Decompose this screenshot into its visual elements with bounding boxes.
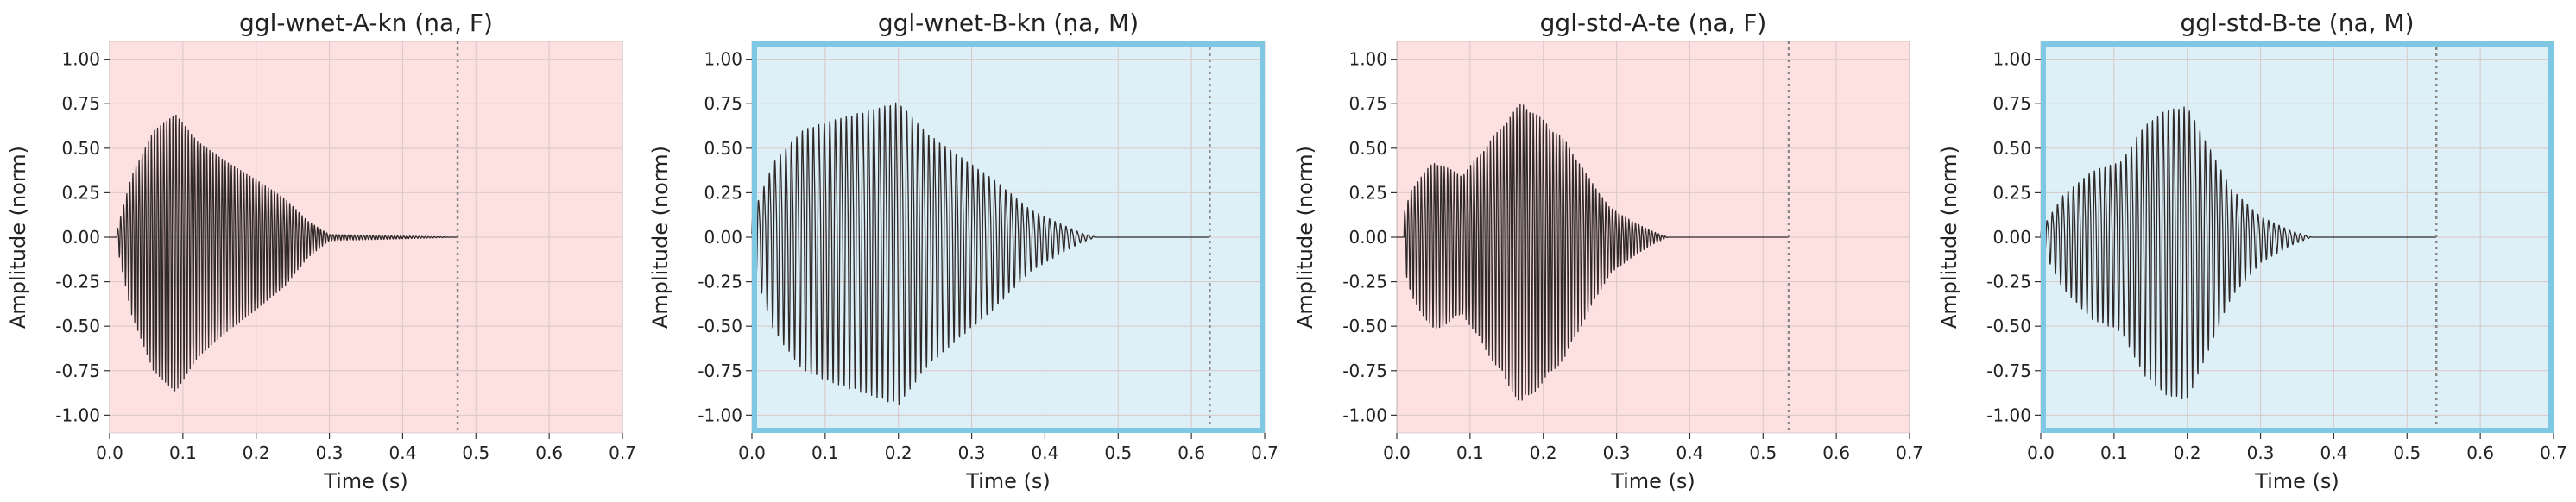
- x-tick-label: 0.7: [609, 442, 636, 463]
- x-tick-label: 0.5: [462, 442, 489, 463]
- x-axis-label: Time (s): [965, 469, 1051, 493]
- x-tick-label: 0.0: [96, 442, 123, 463]
- x-axis-label: Time (s): [323, 469, 408, 493]
- y-tick-label: -0.75: [1986, 361, 2031, 381]
- y-tick-label: 1.00: [704, 49, 742, 70]
- x-axis-label: Time (s): [1610, 469, 1695, 493]
- y-axis-label: Amplitude (norm): [648, 146, 672, 329]
- x-tick-label: 0.5: [1104, 442, 1132, 463]
- x-tick-label: 0.7: [2540, 442, 2567, 463]
- x-tick-label: 0.0: [738, 442, 766, 463]
- x-tick-label: 0.6: [2466, 442, 2494, 463]
- y-tick-label: -0.25: [1342, 272, 1387, 292]
- y-tick-label: 0.75: [1992, 93, 2031, 114]
- x-tick-label: 0.3: [2247, 442, 2275, 463]
- highlight-border: [752, 41, 1265, 433]
- y-tick-label: -1.00: [55, 405, 100, 425]
- waveform-line: [2040, 106, 2437, 400]
- y-axis-label: Amplitude (norm): [1937, 146, 1961, 329]
- chart-title: ggl-wnet-A-kn (ṇa, F): [239, 9, 493, 37]
- waveform-line: [1396, 103, 1790, 401]
- y-tick-label: -1.00: [1986, 405, 2031, 425]
- y-tick-label: 0.25: [61, 182, 100, 203]
- grid: [109, 41, 623, 433]
- x-tick-label: 0.3: [316, 442, 344, 463]
- chart-title: ggl-std-A-te (ṇa, F): [1540, 9, 1767, 37]
- y-tick-label: 0.75: [1348, 93, 1387, 114]
- y-axis-label: Amplitude (norm): [6, 146, 30, 329]
- x-tick-label: 0.2: [1530, 442, 1557, 463]
- x-tick-label: 0.1: [169, 442, 197, 463]
- y-tick-label: -0.75: [698, 361, 742, 381]
- y-tick-label: 0.00: [61, 227, 100, 248]
- y-tick-label: 0.75: [61, 93, 100, 114]
- y-tick-label: -0.75: [55, 361, 100, 381]
- x-tick-label: 0.6: [1178, 442, 1205, 463]
- x-tick-label: 0.3: [1603, 442, 1631, 463]
- y-tick-label: 0.25: [1348, 182, 1387, 203]
- y-tick-label: -0.25: [55, 272, 100, 292]
- x-tick-label: 0.6: [1822, 442, 1850, 463]
- subplot-3: 0.0 0.1 0.2 0.3 0.4 0.5 0.6 0.7 1.00 0.75 0.50 0.25…: [1293, 9, 1923, 493]
- x-tick-label: 0.0: [1383, 442, 1411, 463]
- y-tick-label: 0.00: [704, 227, 742, 248]
- x-tick-label: 0.2: [243, 442, 270, 463]
- y-tick-label: -0.50: [1986, 316, 2031, 336]
- y-tick-label: 0.00: [1992, 227, 2031, 248]
- y-tick-label: 1.00: [61, 49, 100, 70]
- x-tick-label: 0.4: [389, 442, 417, 463]
- waveform-line: [751, 102, 1210, 405]
- y-axis-label: Amplitude (norm): [1293, 146, 1317, 329]
- x-tick-label: 0.2: [2174, 442, 2201, 463]
- x-tick-label: 0.7: [1896, 442, 1923, 463]
- waveform-line: [109, 114, 458, 392]
- subplot-1: 0.0 0.1 0.2 0.3 0.4 0.5 0.6 0.7 1.00 0.75 0.50 0.25…: [6, 9, 636, 493]
- subplot-4: 0.0 0.1 0.2 0.3 0.4 0.5 0.6 0.7 1.00 0.75 0.50 0.25…: [1937, 9, 2567, 493]
- x-tick-label: 0.1: [1456, 442, 1484, 463]
- y-tick-label: -0.75: [1342, 361, 1387, 381]
- x-tick-label: 0.2: [885, 442, 912, 463]
- y-tick-label: 0.25: [1992, 182, 2031, 203]
- y-tick-label: -0.50: [1342, 316, 1387, 336]
- x-tick-label: 0.6: [535, 442, 563, 463]
- y-tick-label: 1.00: [1992, 49, 2031, 70]
- y-tick-label: -0.25: [698, 272, 742, 292]
- highlight-border: [2041, 41, 2554, 433]
- x-tick-label: 0.7: [1251, 442, 1279, 463]
- x-axis-label: Time (s): [2254, 469, 2339, 493]
- x-tick-label: 0.5: [1749, 442, 1777, 463]
- y-tick-label: 0.50: [704, 138, 742, 159]
- y-tick-label: -1.00: [1342, 405, 1387, 425]
- y-tick-label: 0.50: [1348, 138, 1387, 159]
- x-tick-label: 0.1: [2100, 442, 2128, 463]
- y-tick-label: 0.50: [61, 138, 100, 159]
- y-tick-label: 0.50: [1992, 138, 2031, 159]
- x-tick-label: 0.3: [958, 442, 986, 463]
- y-tick-label: -1.00: [698, 405, 742, 425]
- y-tick-label: -0.25: [1986, 272, 2031, 292]
- x-tick-label: 0.4: [2320, 442, 2348, 463]
- chart-title: ggl-wnet-B-kn (ṇa, M): [878, 9, 1139, 37]
- x-tick-label: 0.4: [1032, 442, 1059, 463]
- subplot-2: 0.0 0.1 0.2 0.3 0.4 0.5 0.6 0.7 1.00 0.75 0.50 0.25…: [648, 9, 1279, 493]
- y-tick-label: 0.75: [704, 93, 742, 114]
- x-tick-label: 0.5: [2393, 442, 2421, 463]
- x-tick-label: 0.4: [1676, 442, 1704, 463]
- chart-title: ggl-std-B-te (ṇa, M): [2180, 9, 2414, 37]
- y-tick-label: 1.00: [1348, 49, 1387, 70]
- y-tick-label: 0.25: [704, 182, 742, 203]
- y-tick-label: -0.50: [55, 316, 100, 336]
- panels: 0.0 0.1 0.2 0.3 0.4 0.5 0.6 0.7 1.00 0.75 0.50 0.25…: [6, 9, 2567, 493]
- y-tick-label: 0.00: [1348, 227, 1387, 248]
- x-tick-label: 0.1: [811, 442, 839, 463]
- y-tick-label: -0.50: [698, 316, 742, 336]
- x-tick-label: 0.0: [2027, 442, 2055, 463]
